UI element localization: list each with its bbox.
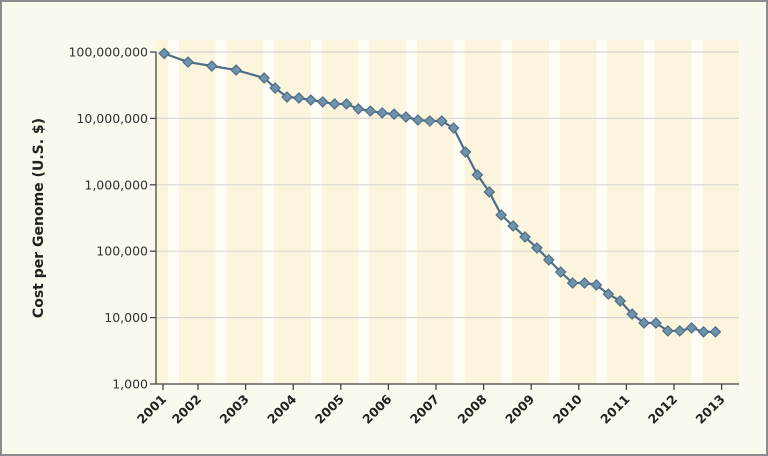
y-tick-label: 10,000,000 <box>76 111 148 126</box>
y-axis-label: Cost per Genome (U.S. $) <box>31 118 47 318</box>
plot-background <box>156 40 739 384</box>
white-band <box>406 40 417 384</box>
data-point <box>709 326 722 338</box>
data-point <box>542 254 555 266</box>
data-point <box>316 96 329 108</box>
data-point <box>673 325 686 337</box>
data-point <box>328 98 341 110</box>
data-point <box>685 322 698 334</box>
x-tick-label: 2002 <box>169 392 204 427</box>
data-point <box>697 326 710 338</box>
data-point <box>258 72 271 84</box>
data-point <box>269 82 281 94</box>
white-band <box>644 40 655 384</box>
data-point <box>554 266 567 278</box>
data-point <box>661 325 674 337</box>
y-tick-label: 100,000,000 <box>68 45 148 60</box>
x-tick-label: 2006 <box>359 391 394 426</box>
white-band <box>548 40 560 384</box>
data-point <box>352 103 365 115</box>
data-point <box>519 231 531 243</box>
x-tick-label: 2013 <box>693 392 728 427</box>
white-band <box>310 40 322 384</box>
series <box>158 47 722 338</box>
data-point <box>495 209 508 221</box>
x-tick-label: 2010 <box>550 391 585 426</box>
white-band <box>215 40 227 384</box>
data-point <box>614 295 627 307</box>
data-point <box>447 122 460 134</box>
x-tick-label: 2012 <box>645 392 680 427</box>
data-point <box>340 98 353 110</box>
data-point <box>182 56 194 68</box>
white-band <box>501 40 513 384</box>
data-point <box>459 146 472 158</box>
x-tick-label: 2005 <box>312 392 347 427</box>
y-tick-label: 1,000 <box>112 377 148 392</box>
background-bands <box>156 40 739 384</box>
white-band <box>596 40 608 384</box>
data-point <box>158 47 171 60</box>
data-point <box>293 92 305 104</box>
white-band <box>358 40 370 384</box>
data-point <box>423 115 436 127</box>
data-point <box>590 279 603 291</box>
data-point <box>364 105 377 117</box>
data-point <box>376 107 389 119</box>
data-point <box>412 114 424 126</box>
data-point <box>400 111 412 123</box>
data-point <box>626 308 638 320</box>
data-point <box>578 277 591 289</box>
white-band <box>263 40 275 384</box>
y-axis-ticks: 1,000 10,000 100,000 1,000,000 10,000,000 100… <box>68 45 156 392</box>
data-point <box>602 288 615 300</box>
data-point <box>281 91 293 103</box>
x-tick-label: 2007 <box>407 392 442 427</box>
data-point <box>388 108 400 120</box>
y-tick-label: 10,000 <box>104 310 148 325</box>
x-tick-label: 2004 <box>264 391 299 426</box>
x-tick-label: 2003 <box>217 392 252 427</box>
data-point <box>471 169 484 181</box>
data-point <box>230 64 242 76</box>
x-tick-label: 2001 <box>134 392 169 427</box>
white-band <box>691 40 703 384</box>
y-tick-label: 100,000 <box>96 244 148 259</box>
gridlines <box>156 51 739 319</box>
data-point <box>638 317 650 329</box>
data-point <box>205 60 218 72</box>
x-tick-label: 2009 <box>502 392 537 427</box>
white-band <box>168 40 179 384</box>
data-point <box>435 115 448 127</box>
data-point <box>531 242 543 254</box>
white-band <box>453 40 465 384</box>
data-point <box>566 277 579 289</box>
x-axis-ticks: 2001 2002 2003 2004 2005 2006 2007 2008 2009 2010… <box>134 384 728 427</box>
data-point <box>650 317 662 329</box>
x-tick-label: 2008 <box>455 392 490 427</box>
x-tick-label: 2011 <box>597 392 632 427</box>
axes <box>155 52 739 385</box>
y-tick-label: 1,000,000 <box>84 177 148 192</box>
data-point <box>507 220 519 232</box>
data-point <box>483 186 496 198</box>
data-point <box>304 94 317 106</box>
